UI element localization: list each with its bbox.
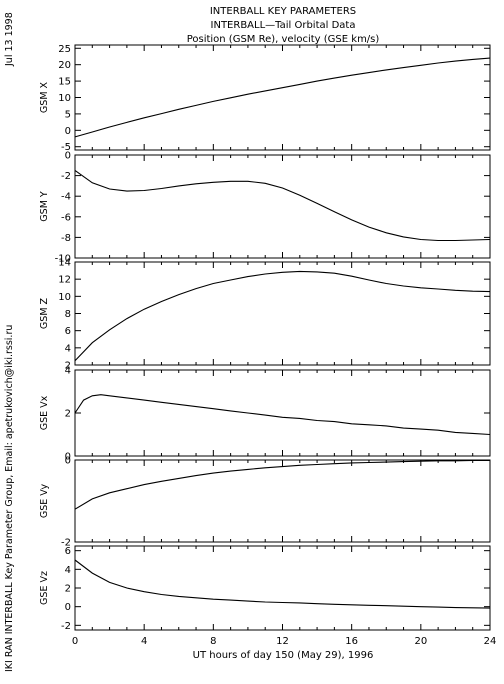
y-tick-label: 0 <box>65 126 71 137</box>
y-tick-label: -8 <box>61 233 71 244</box>
x-axis-label: UT hours of day 150 (May 29), 1996 <box>193 650 374 661</box>
credit-label: IKI RAN INTERBALL Key Parameter Group, E… <box>4 325 15 672</box>
y-tick-label: 15 <box>58 77 71 88</box>
y-tick-label: 0 <box>65 456 71 467</box>
x-tick-label: 16 <box>345 636 358 647</box>
y-tick-label: 4 <box>65 366 71 377</box>
x-tick-label: 20 <box>414 636 427 647</box>
y-tick-label: -10 <box>55 254 71 265</box>
y-tick-label: 0 <box>65 151 71 162</box>
y-tick-label: 12 <box>58 275 71 286</box>
y-tick-label: 0 <box>65 602 71 613</box>
series-line <box>74 394 491 436</box>
panel-frame <box>74 369 491 457</box>
y-axis-label: GSM X <box>39 81 50 113</box>
y-tick-label: 2 <box>65 361 71 372</box>
y-tick-label: 4 <box>65 565 71 576</box>
y-tick-label: -6 <box>61 212 71 223</box>
y-tick-label: 25 <box>58 44 71 55</box>
y-tick-label: 10 <box>58 93 71 104</box>
y-tick-label: -5 <box>61 142 71 153</box>
series-line <box>74 270 491 362</box>
y-tick-label: 4 <box>65 343 71 354</box>
series-line <box>74 57 491 138</box>
panel-4: 0 2 4 GSE Vx <box>39 366 491 463</box>
panel-frame <box>74 44 491 151</box>
y-axis-label: GSM Z <box>39 297 50 329</box>
panel-2: -10 -8 -6 -4 -2 0 GSM Y <box>39 151 491 265</box>
y-tick-label: 2 <box>65 584 71 595</box>
y-axis-label: GSE Vz <box>39 571 50 605</box>
y-axis-label: GSE Vx <box>39 395 50 430</box>
y-tick-label: 5 <box>65 109 71 120</box>
y-tick-label: 6 <box>65 326 71 337</box>
title-line-1: INTERBALL KEY PARAMETERS <box>210 6 356 17</box>
panel-frame <box>74 459 491 543</box>
date-label: Jul 13 1998 <box>4 12 15 67</box>
y-axis-label: GSE Vy <box>39 483 50 518</box>
x-tick-label: 24 <box>484 636 497 647</box>
panel-3: 2 4 6 8 10 12 14 GSM Z <box>39 258 491 372</box>
series-line <box>74 459 490 510</box>
panel-frame <box>74 545 491 631</box>
y-tick-label: 20 <box>58 60 71 71</box>
y-tick-label: -2 <box>61 171 71 182</box>
series-line <box>74 559 491 609</box>
y-tick-label: 8 <box>65 309 71 320</box>
y-tick-label: -4 <box>61 192 71 203</box>
y-tick-label: 14 <box>58 258 71 269</box>
panel-1: -5 0 5 10 15 20 25 GSM X <box>39 44 491 153</box>
x-tick-label: 0 <box>72 636 78 647</box>
x-tick-label: 8 <box>210 636 216 647</box>
title-line-2: INTERBALL—Tail Orbital Data <box>211 20 356 31</box>
panel-frame <box>74 154 491 259</box>
series-line <box>74 169 491 242</box>
y-axis-label: GSM Y <box>39 191 50 222</box>
x-tick-label: 12 <box>276 636 289 647</box>
y-tick-label: -2 <box>61 538 71 549</box>
y-tick-label: -2 <box>61 621 71 632</box>
y-tick-label: 0 <box>65 452 71 463</box>
y-tick-label: 10 <box>58 292 71 303</box>
x-tick-label: 4 <box>141 636 147 647</box>
y-tick-label: 2 <box>65 409 71 420</box>
panel-5: -2 0 GSE Vy <box>39 456 491 549</box>
y-tick-label: 6 <box>65 546 71 557</box>
title-line-3: Position (GSM Re), velocity (GSE km/s) <box>187 34 380 45</box>
